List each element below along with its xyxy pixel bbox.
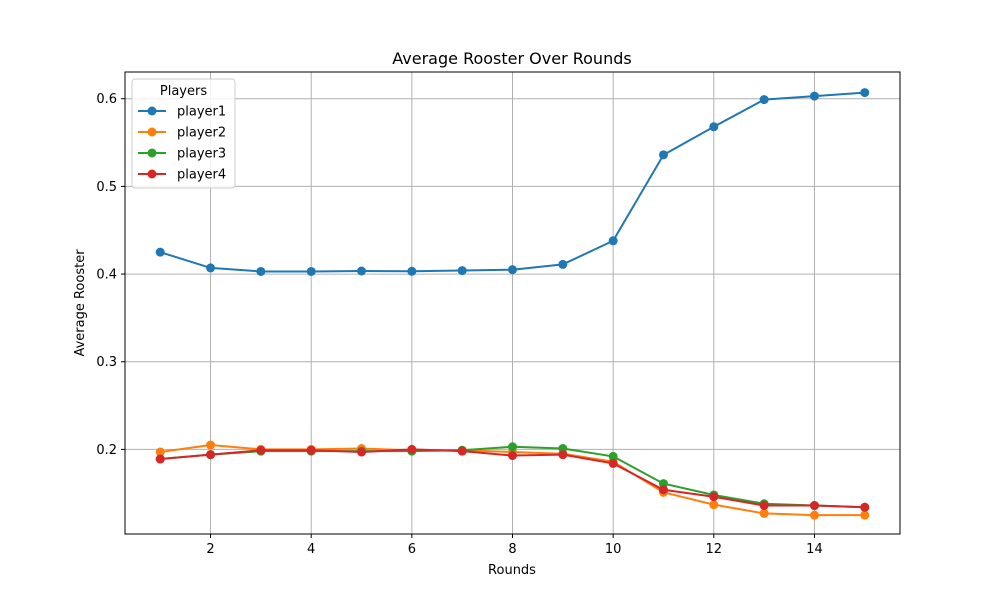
data-point-player4 — [256, 445, 266, 455]
data-point-player4 — [658, 485, 668, 495]
data-point-player1 — [206, 263, 216, 273]
data-point-player1 — [508, 265, 517, 275]
x-tick-label: 14 — [806, 542, 823, 557]
legend-title: Players — [160, 84, 207, 99]
data-point-player1 — [155, 247, 165, 257]
grid — [125, 72, 900, 534]
axis-ticks: 2 4 6 8 10 12 14 0.2 0.3 0.4 0.5 0.6 — [96, 92, 822, 557]
x-tick-label: 6 — [408, 542, 416, 557]
legend-marker — [147, 148, 157, 158]
data-point-player1 — [407, 266, 417, 276]
legend: Players player1 player2 player3 player4 — [131, 78, 236, 189]
y-tick-label: 0.6 — [96, 92, 117, 107]
legend-label: player1 — [177, 105, 226, 120]
series-player4 — [155, 444, 870, 512]
data-point-player4 — [508, 451, 517, 461]
data-point-player1 — [256, 266, 266, 276]
data-point-player3 — [508, 442, 517, 452]
chart-title: Average Rooster Over Rounds — [392, 49, 631, 68]
series-group — [155, 88, 870, 520]
data-point-player1 — [357, 266, 367, 276]
data-point-player1 — [860, 88, 870, 98]
data-point-player4 — [860, 502, 870, 512]
legend-label: player4 — [177, 168, 226, 183]
data-point-player3 — [608, 451, 618, 461]
data-point-player4 — [155, 454, 165, 464]
y-axis-label: Average Rooster — [73, 249, 88, 357]
data-point-player4 — [809, 501, 819, 511]
data-point-player1 — [759, 95, 769, 105]
data-point-player1 — [709, 122, 719, 132]
data-point-player4 — [709, 492, 719, 502]
legend-item-player2: player2 — [138, 126, 226, 141]
legend-label: player3 — [177, 147, 226, 162]
legend-label: player2 — [177, 126, 226, 141]
data-point-player4 — [357, 447, 367, 457]
x-tick-label: 8 — [508, 542, 516, 557]
x-axis-label: Rounds — [488, 563, 536, 578]
y-tick-label: 0.4 — [96, 268, 117, 283]
data-point-player4 — [558, 450, 568, 460]
x-tick-label: 2 — [206, 542, 214, 557]
data-point-player2 — [809, 510, 819, 520]
series-player1 — [155, 88, 870, 276]
legend-item-player3: player3 — [138, 147, 226, 162]
legend-box — [131, 78, 236, 189]
data-point-player1 — [306, 266, 316, 276]
data-point-player1 — [809, 91, 819, 101]
data-point-player4 — [206, 450, 216, 460]
legend-item-player4: player4 — [138, 168, 226, 183]
data-point-player2 — [759, 508, 769, 518]
y-tick-label: 0.2 — [96, 443, 117, 458]
data-point-player4 — [306, 445, 316, 455]
data-point-player4 — [608, 458, 618, 468]
data-point-player1 — [558, 259, 568, 269]
x-tick-label: 12 — [706, 542, 723, 557]
data-point-player4 — [457, 446, 467, 456]
data-point-player4 — [407, 444, 417, 454]
legend-marker — [147, 169, 157, 179]
data-point-player2 — [206, 440, 216, 450]
y-tick-label: 0.5 — [96, 180, 117, 195]
data-point-player1 — [457, 266, 467, 276]
data-point-player2 — [155, 447, 165, 457]
data-point-player1 — [608, 236, 618, 246]
legend-marker — [147, 127, 157, 137]
legend-marker — [147, 106, 157, 116]
x-tick-label: 4 — [307, 542, 315, 557]
data-point-player2 — [709, 500, 719, 510]
data-point-player1 — [658, 150, 668, 160]
x-tick-label: 10 — [605, 542, 622, 557]
data-point-player2 — [860, 510, 870, 520]
legend-item-player1: player1 — [138, 105, 226, 120]
y-tick-label: 0.3 — [96, 355, 117, 370]
data-point-player4 — [759, 501, 769, 511]
